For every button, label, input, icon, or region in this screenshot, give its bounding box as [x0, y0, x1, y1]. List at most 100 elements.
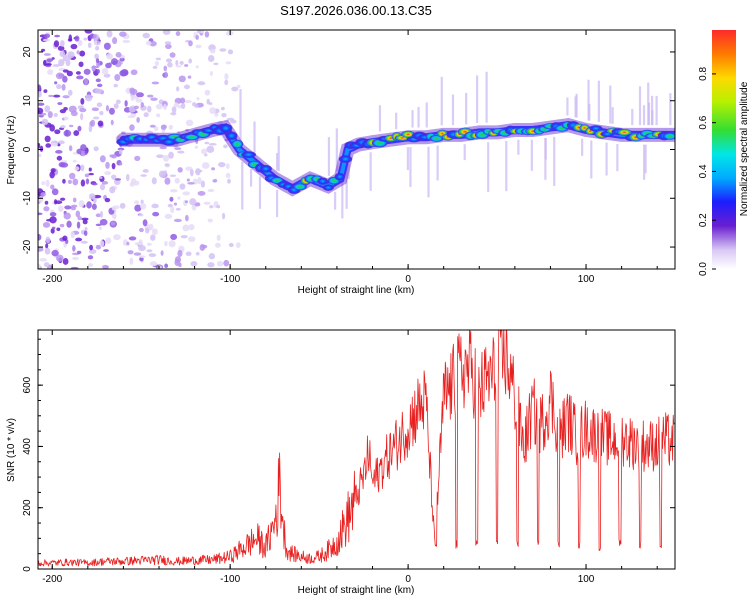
noise-speckle	[187, 181, 195, 185]
noise-speckle	[162, 30, 171, 36]
noise-streak	[485, 71, 488, 123]
noise-speckle	[58, 140, 65, 145]
noise-speckle	[63, 116, 69, 121]
noise-speckle	[185, 214, 189, 222]
noise-speckle	[175, 31, 181, 37]
noise-speckle	[54, 81, 58, 85]
noise-speckle	[38, 212, 43, 216]
noise-streak	[369, 152, 372, 191]
noise-speckle	[224, 79, 229, 86]
noise-streak	[258, 176, 262, 209]
noise-speckle	[71, 204, 78, 208]
noise-speckle	[209, 71, 213, 76]
noise-speckle	[177, 196, 181, 200]
heatmap-y-tick-label: -10	[22, 191, 33, 206]
noise-speckle	[236, 84, 241, 89]
noise-speckle	[38, 196, 44, 203]
noise-streak	[463, 144, 466, 161]
colorbar-tick-label: 0.6	[698, 115, 709, 129]
noise-speckle	[129, 124, 135, 131]
noise-speckle	[62, 235, 68, 241]
noise-speckle	[225, 163, 230, 169]
noise-speckle	[174, 147, 182, 151]
ridge-blob	[322, 184, 334, 191]
noise-speckle	[149, 261, 158, 267]
ridge-blob	[401, 130, 415, 138]
noise-speckle	[119, 162, 123, 166]
noise-speckle	[69, 172, 76, 180]
noise-streak	[611, 107, 614, 124]
noise-speckle	[106, 30, 113, 38]
noise-speckle	[76, 50, 80, 55]
noise-speckle	[130, 178, 137, 185]
noise-speckle	[167, 62, 173, 68]
noise-speckle	[114, 178, 122, 181]
noise-speckle	[85, 178, 90, 185]
noise-streak	[411, 110, 414, 128]
noise-speckle	[43, 89, 48, 93]
noise-speckle	[197, 191, 206, 196]
noise-speckle	[187, 75, 192, 79]
noise-speckle	[192, 102, 197, 107]
noise-speckle	[173, 218, 182, 223]
noise-speckle	[212, 179, 218, 183]
heatmap-x-tick-label: 100	[578, 274, 595, 285]
snr-panel: -200 -100 0 100 0 200 400 600 Height of straig…	[6, 329, 676, 596]
noise-streak	[277, 136, 280, 172]
noise-speckle	[160, 250, 164, 256]
noise-speckle	[88, 125, 93, 133]
noise-speckle	[168, 124, 174, 130]
noise-streak	[590, 140, 593, 179]
noise-speckle	[208, 253, 216, 260]
noise-speckle	[105, 237, 112, 244]
noise-speckle	[153, 126, 159, 132]
snr-series-layer	[38, 330, 675, 567]
noise-speckle	[50, 168, 56, 173]
noise-speckle	[207, 262, 215, 268]
noise-speckle	[87, 42, 92, 49]
noise-speckle	[98, 226, 103, 230]
noise-speckle	[80, 98, 85, 105]
noise-speckle	[38, 153, 42, 157]
noise-speckle	[72, 244, 76, 252]
noise-speckle	[174, 258, 181, 266]
noise-speckle	[78, 200, 85, 208]
noise-speckle	[49, 124, 55, 132]
noise-speckle	[93, 146, 99, 152]
noise-streak	[334, 191, 337, 210]
noise-streak	[651, 95, 654, 126]
noise-speckle	[85, 94, 93, 102]
noise-speckle	[150, 234, 156, 241]
noise-streak	[425, 102, 428, 128]
noise-speckle	[175, 207, 181, 211]
noise-speckle	[164, 71, 168, 78]
noise-speckle	[219, 48, 227, 52]
noise-speckle	[52, 94, 61, 98]
noise-speckle	[151, 177, 157, 185]
noise-speckle	[80, 179, 86, 187]
noise-speckle	[109, 186, 116, 194]
noise-speckle	[203, 201, 211, 205]
noise-speckle	[235, 242, 241, 248]
noise-speckle	[142, 169, 149, 173]
noise-speckle	[65, 129, 69, 137]
snr-x-tick-label: -200	[42, 574, 62, 585]
noise-speckle	[207, 54, 215, 63]
noise-speckle	[179, 183, 186, 190]
noise-speckle	[124, 70, 129, 76]
snr-y-tick-label: 0	[22, 566, 33, 572]
noise-speckle	[39, 145, 44, 152]
ridge-blob	[589, 125, 603, 132]
noise-speckle	[142, 32, 150, 39]
heatmap-x-axis: -200 -100 0 100	[42, 30, 658, 285]
noise-speckle	[152, 65, 158, 69]
noise-streak	[417, 106, 420, 128]
noise-speckle	[177, 150, 185, 154]
noise-speckle	[53, 199, 58, 205]
noise-speckle	[94, 45, 100, 51]
noise-speckle	[62, 69, 69, 73]
noise-speckle	[111, 206, 116, 211]
noise-speckle	[216, 234, 221, 241]
noise-speckle	[124, 100, 128, 107]
